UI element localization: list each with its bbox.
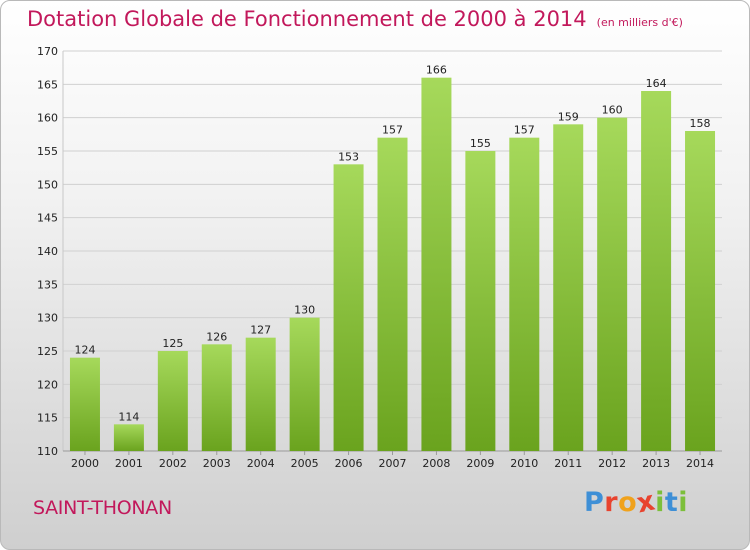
x-tick-label: 2006 bbox=[335, 457, 363, 470]
y-tick-label: 155 bbox=[37, 145, 58, 158]
x-tick-label: 2000 bbox=[71, 457, 99, 470]
x-tick-label: 2002 bbox=[159, 457, 187, 470]
bar-value-label: 155 bbox=[470, 137, 491, 150]
y-tick-label: 170 bbox=[37, 45, 58, 58]
x-tick-label: 2011 bbox=[554, 457, 582, 470]
bar-value-label: 153 bbox=[338, 150, 359, 163]
x-tick-label: 2003 bbox=[203, 457, 231, 470]
x-axis-ticks: 2000 2001 2002 2003 2004 2005 2006 2007 2008 2009… bbox=[71, 451, 714, 470]
x-tick-label: 2013 bbox=[642, 457, 670, 470]
y-tick-label: 125 bbox=[37, 345, 58, 358]
bar-value-label: 124 bbox=[74, 344, 95, 357]
y-tick-label: 115 bbox=[37, 412, 58, 425]
bar-value-label: 159 bbox=[558, 110, 579, 123]
y-tick-label: 145 bbox=[37, 212, 58, 225]
bar-2002 bbox=[157, 351, 188, 451]
bar-2013 bbox=[641, 91, 672, 451]
bar-value-label: 126 bbox=[206, 330, 227, 343]
x-tick-label: 2001 bbox=[115, 457, 143, 470]
x-tick-label: 2009 bbox=[466, 457, 494, 470]
y-tick-label: 165 bbox=[37, 78, 58, 91]
chart-title-text: Dotation Globale de Fonctionnement de 20… bbox=[27, 7, 587, 31]
bar-value-label: 125 bbox=[162, 337, 183, 350]
bar-2010 bbox=[509, 137, 540, 451]
x-tick-label: 2008 bbox=[422, 457, 450, 470]
chart-title: Dotation Globale de Fonctionnement de 20… bbox=[27, 7, 683, 31]
bar-2004 bbox=[245, 337, 276, 451]
x-tick-label: 2007 bbox=[379, 457, 407, 470]
bar-2006 bbox=[333, 164, 364, 452]
logo-letter: i bbox=[678, 487, 689, 518]
bar-2011 bbox=[553, 124, 584, 451]
bar-2001 bbox=[113, 424, 144, 451]
logo-letter: i bbox=[655, 487, 665, 518]
x-tick-label: 2010 bbox=[510, 457, 538, 470]
bar-2012 bbox=[597, 117, 628, 452]
y-tick-label: 150 bbox=[37, 178, 58, 191]
bar-value-label: 130 bbox=[294, 304, 315, 317]
bar-2014 bbox=[685, 131, 716, 451]
x-tick-label: 2005 bbox=[291, 457, 319, 470]
bar-value-label: 127 bbox=[250, 324, 271, 337]
x-tick-label: 2012 bbox=[598, 457, 626, 470]
bar-value-label: 114 bbox=[118, 410, 139, 423]
y-tick-label: 110 bbox=[37, 445, 58, 458]
bar-2005 bbox=[289, 317, 320, 451]
bar-value-label: 157 bbox=[382, 124, 403, 137]
bar-value-label: 164 bbox=[646, 77, 667, 90]
logo-letter: o bbox=[618, 487, 638, 518]
chart-unit: (en milliers d'€) bbox=[596, 16, 683, 29]
bar-value-label: 166 bbox=[426, 64, 447, 77]
x-tick-label: 2004 bbox=[247, 457, 275, 470]
proxiti-logo: Proxiti bbox=[584, 485, 689, 519]
bar-value-label: 160 bbox=[602, 104, 623, 117]
logo-letter: P bbox=[584, 487, 605, 518]
bar-value-label: 157 bbox=[514, 124, 535, 137]
y-tick-label: 135 bbox=[37, 278, 58, 291]
logo-letter: r bbox=[604, 487, 619, 518]
bar-2008 bbox=[421, 77, 452, 452]
y-axis-ticks: 110 115 120 125 130 135 140 145 150 155 160 165 170 bbox=[37, 45, 58, 458]
bar-2009 bbox=[465, 151, 496, 451]
logo-letter: t bbox=[664, 487, 679, 518]
bar-value-label: 158 bbox=[690, 117, 711, 130]
bar-2007 bbox=[377, 137, 408, 451]
commune-name: SAINT-THONAN bbox=[33, 497, 172, 519]
x-tick-label: 2014 bbox=[686, 457, 714, 470]
y-tick-label: 140 bbox=[37, 245, 58, 258]
y-tick-label: 160 bbox=[37, 112, 58, 125]
bar-2000 bbox=[69, 357, 100, 451]
bar-2003 bbox=[201, 344, 232, 451]
y-tick-label: 120 bbox=[37, 378, 58, 391]
y-tick-label: 130 bbox=[37, 312, 58, 325]
bars: 124 114 125 126 127 130 153 157 166 155 157 159 160 1… bbox=[69, 64, 716, 452]
